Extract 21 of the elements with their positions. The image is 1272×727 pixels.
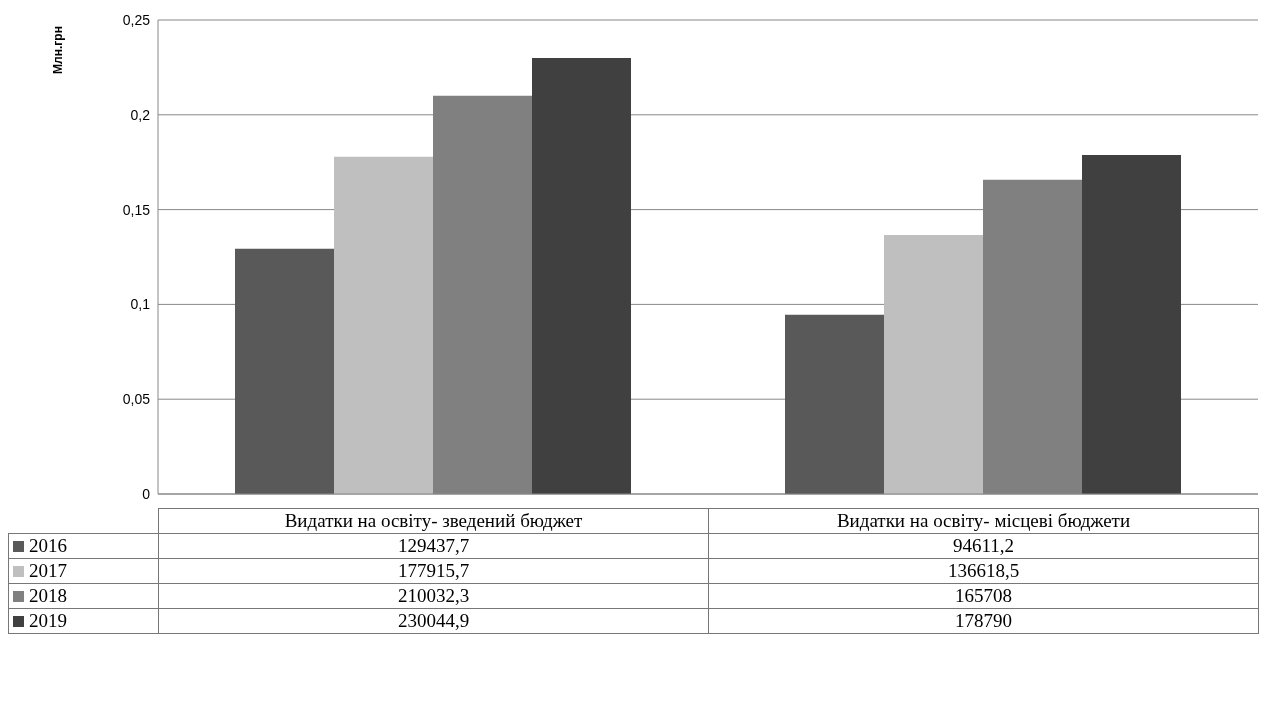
text: 177915,7 xyxy=(158,558,709,584)
y-tick-label: 0,2 xyxy=(130,106,151,123)
legend-label: 2017 xyxy=(8,558,159,584)
y-tick-label: 0,25 xyxy=(122,11,151,28)
legend-label: 2019 xyxy=(8,608,159,634)
text: 129437,7 xyxy=(158,533,709,559)
text: 178790 xyxy=(708,608,1259,634)
x-tick-label: Видатки на освіту- зведений бюджет xyxy=(158,508,709,534)
y-tick-label: 0,15 xyxy=(122,201,151,218)
text: 165708 xyxy=(708,583,1259,609)
legend-label: 2016 xyxy=(8,533,159,559)
y-tick-label: 0,1 xyxy=(130,296,151,313)
legend-label: 2018 xyxy=(8,583,159,609)
y-axis-title: Млн.грн xyxy=(50,26,65,74)
text: 210032,3 xyxy=(158,583,709,609)
y-tick-label: 0 xyxy=(142,485,151,502)
text: 94611,2 xyxy=(708,533,1259,559)
text: 136618,5 xyxy=(708,558,1259,584)
y-tick-label: 0,05 xyxy=(122,391,151,408)
text: 230044,9 xyxy=(158,608,709,634)
x-tick-label: Видатки на освіту- місцеві бюджети xyxy=(708,508,1259,534)
